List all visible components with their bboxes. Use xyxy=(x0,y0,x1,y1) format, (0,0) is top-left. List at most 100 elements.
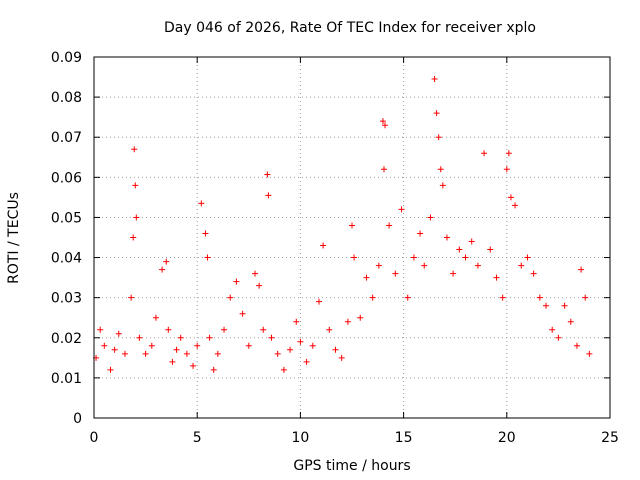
data-point xyxy=(530,270,537,277)
data-point xyxy=(481,150,488,157)
data-point xyxy=(507,194,514,201)
data-point xyxy=(111,346,118,353)
data-point xyxy=(115,330,122,337)
data-point xyxy=(431,76,438,83)
data-point xyxy=(260,326,267,333)
data-point xyxy=(582,294,589,301)
data-point xyxy=(369,294,376,301)
data-point xyxy=(437,166,444,173)
data-point xyxy=(177,334,184,341)
data-point xyxy=(132,182,139,189)
data-point xyxy=(382,122,389,129)
data-point xyxy=(410,254,417,261)
data-point xyxy=(493,274,500,281)
data-point xyxy=(130,234,137,241)
data-point xyxy=(169,358,176,365)
data-point xyxy=(97,326,104,333)
data-point xyxy=(518,262,525,269)
data-point xyxy=(433,110,440,117)
data-point xyxy=(198,200,205,207)
data-point xyxy=(398,206,405,213)
x-tick-label: 5 xyxy=(193,430,202,446)
data-point xyxy=(274,350,281,357)
data-point xyxy=(503,166,510,173)
data-point xyxy=(379,118,386,125)
data-point xyxy=(344,318,351,325)
data-point xyxy=(297,338,304,345)
y-tick-label: 0.07 xyxy=(51,130,82,146)
data-point xyxy=(251,270,258,277)
y-tick-label: 0.09 xyxy=(51,50,82,66)
y-tick-label: 0.08 xyxy=(51,90,82,106)
y-axis-label: ROTI / TECUs xyxy=(6,192,22,284)
data-point xyxy=(265,192,272,199)
data-point xyxy=(357,314,364,321)
data-point xyxy=(293,318,300,325)
data-point xyxy=(573,342,580,349)
data-point xyxy=(163,258,170,265)
data-point xyxy=(363,274,370,281)
data-point xyxy=(536,294,543,301)
data-point xyxy=(332,346,339,353)
y-tick-label: 0.01 xyxy=(51,371,82,387)
x-axis-label: GPS time / hours xyxy=(293,458,410,474)
data-point xyxy=(578,266,585,273)
data-point xyxy=(320,242,327,249)
data-point xyxy=(101,342,108,349)
data-point xyxy=(190,362,197,369)
data-point xyxy=(142,350,149,357)
data-point xyxy=(450,270,457,277)
gridlines xyxy=(94,57,610,418)
data-point xyxy=(351,254,358,261)
data-point xyxy=(131,146,138,153)
data-point xyxy=(567,318,574,325)
data-point xyxy=(121,350,128,357)
data-point xyxy=(136,334,143,341)
data-point xyxy=(287,346,294,353)
data-point xyxy=(386,222,393,229)
data-point xyxy=(404,294,411,301)
data-point xyxy=(586,350,593,357)
y-tick-label: 0.05 xyxy=(51,210,82,226)
data-point xyxy=(309,342,316,349)
data-point xyxy=(214,350,221,357)
plot-frame xyxy=(93,56,611,419)
data-point xyxy=(505,150,512,157)
data-point xyxy=(349,222,355,229)
data-point xyxy=(173,346,180,353)
data-point xyxy=(194,342,201,349)
data-point xyxy=(392,270,399,277)
data-point xyxy=(264,171,271,178)
data-point xyxy=(499,294,506,301)
data-point xyxy=(206,334,213,341)
data-point xyxy=(326,326,333,333)
data-point xyxy=(221,326,228,333)
data-point xyxy=(204,254,211,261)
y-tick-label: 0 xyxy=(73,411,82,427)
data-point xyxy=(439,182,446,189)
y-tick-label: 0.06 xyxy=(51,170,82,186)
x-tick-label: 15 xyxy=(395,430,413,446)
y-tick-label: 0.03 xyxy=(51,291,82,307)
x-tick-label: 25 xyxy=(601,430,619,446)
data-point xyxy=(456,246,463,253)
data-point xyxy=(435,134,442,141)
data-point xyxy=(239,310,246,317)
data-point xyxy=(245,342,252,349)
data-point xyxy=(543,302,550,309)
data-point xyxy=(280,366,287,373)
data-point xyxy=(303,358,310,365)
data-point xyxy=(210,366,217,373)
data-point xyxy=(380,166,387,173)
data-point xyxy=(256,282,263,289)
data-point xyxy=(148,342,155,349)
data-point xyxy=(474,262,481,269)
data-points xyxy=(93,76,593,373)
data-point xyxy=(183,350,190,357)
data-point xyxy=(165,326,172,333)
data-point xyxy=(443,234,450,241)
data-point xyxy=(487,246,494,253)
data-point xyxy=(227,294,234,301)
data-point xyxy=(268,334,275,341)
